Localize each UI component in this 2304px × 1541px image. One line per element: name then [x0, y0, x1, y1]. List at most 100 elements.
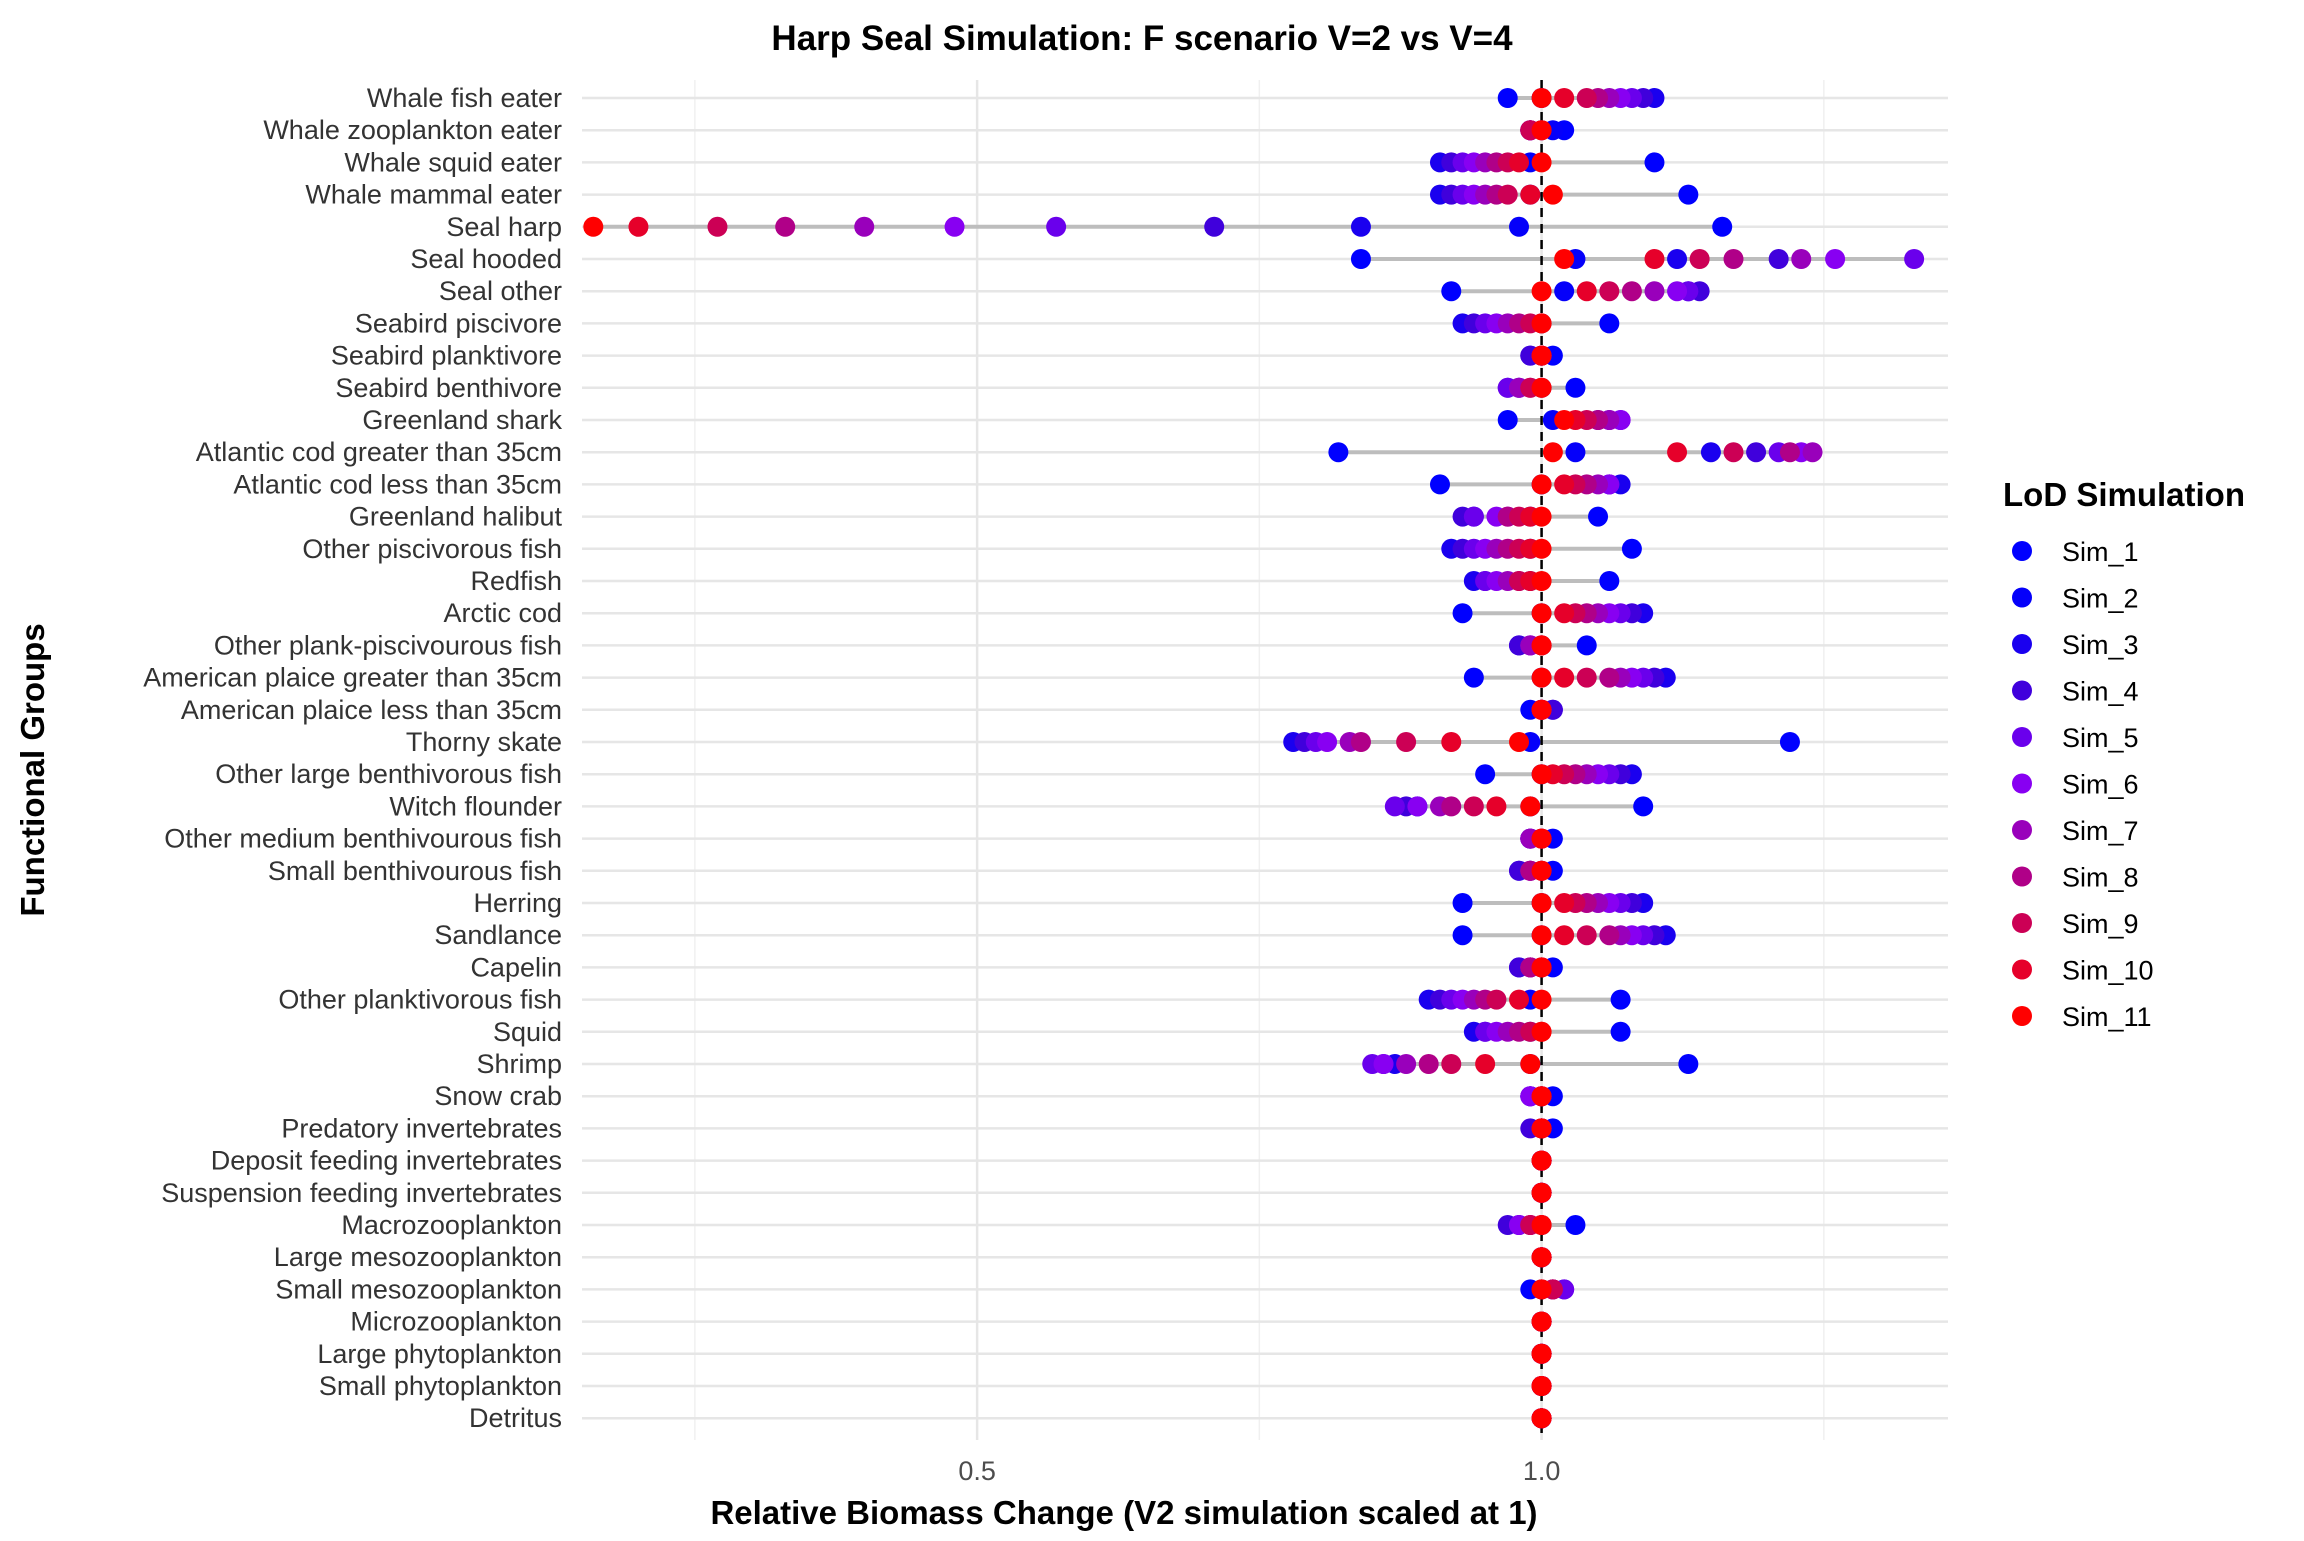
data-point	[1576, 88, 1597, 108]
data-point	[1509, 732, 1530, 752]
y-tick-label: Deposit feeding invertebrates	[211, 1146, 562, 1176]
data-point	[1531, 1086, 1552, 1107]
y-tick-label: Capelin	[470, 952, 562, 982]
legend-swatch	[2012, 680, 2032, 701]
y-tick-label: Small benthivourous fish	[268, 856, 562, 886]
y-tick-label: Suspension feeding invertebrates	[161, 1178, 562, 1208]
data-point	[1373, 1054, 1394, 1074]
data-point	[1554, 88, 1575, 108]
data-point	[1554, 249, 1575, 269]
data-point	[1452, 925, 1473, 946]
data-point	[1463, 506, 1484, 527]
legend-swatch	[2012, 959, 2032, 980]
data-point	[1554, 893, 1575, 913]
data-point	[1554, 281, 1575, 302]
y-tick-label: Seabird benthivore	[335, 373, 562, 403]
legend-swatch	[2012, 634, 2032, 654]
data-point	[1441, 732, 1462, 752]
data-point	[1576, 925, 1597, 946]
data-point	[1802, 442, 1823, 463]
data-point	[1350, 732, 1371, 752]
data-point	[583, 216, 604, 237]
data-point	[854, 216, 875, 237]
data-point	[1576, 281, 1597, 302]
data-point	[1497, 410, 1518, 430]
legend-label: Sim_6	[2062, 770, 2139, 800]
legend-swatch	[2012, 587, 2032, 608]
y-tick-label: Whale zooplankton eater	[263, 115, 562, 145]
data-point	[1576, 667, 1597, 688]
legend-swatch	[2012, 820, 2032, 840]
y-tick-label: Seal other	[439, 276, 562, 306]
data-point	[1497, 88, 1518, 108]
data-point	[1689, 249, 1710, 269]
data-point	[1531, 1247, 1552, 1268]
legend-label: Sim_2	[2062, 584, 2139, 614]
data-point	[1396, 732, 1417, 752]
data-point	[1046, 216, 1067, 237]
y-tick-label: Small phytoplankton	[319, 1371, 562, 1401]
legend-title: LoD Simulation	[2003, 476, 2245, 513]
data-point	[1531, 377, 1552, 398]
data-point	[1531, 989, 1552, 1010]
y-tick-label: Seabird piscivore	[355, 308, 562, 338]
legend-label: Sim_5	[2062, 723, 2139, 753]
data-point	[1599, 281, 1620, 302]
data-point	[1350, 216, 1371, 237]
y-tick-label: Large phytoplankton	[317, 1339, 562, 1369]
data-point	[1723, 249, 1744, 269]
data-point	[1509, 152, 1530, 173]
data-point	[1531, 860, 1552, 881]
data-point	[1531, 699, 1552, 720]
data-point	[1667, 249, 1688, 269]
data-point	[1554, 603, 1575, 624]
data-point	[1565, 377, 1586, 398]
data-point	[1531, 1021, 1552, 1042]
data-point	[1317, 732, 1338, 752]
y-tick-label: Thorny skate	[406, 727, 562, 757]
legend-label: Sim_10	[2062, 956, 2154, 986]
data-point	[1644, 152, 1665, 173]
y-tick-label: Witch flounder	[389, 791, 562, 821]
y-tick-label: Other large benthivorous fish	[215, 759, 562, 789]
data-point	[1463, 667, 1484, 688]
data-point	[707, 216, 728, 237]
data-point	[1768, 249, 1789, 269]
data-point	[1475, 764, 1496, 785]
y-tick-label: Whale mammal eater	[305, 180, 562, 210]
data-point	[1531, 828, 1552, 849]
data-point	[1441, 796, 1462, 817]
y-tick-label: Microzooplankton	[350, 1307, 562, 1337]
data-point	[1554, 410, 1575, 430]
legend-swatch	[2012, 541, 2032, 561]
data-point	[1531, 1215, 1552, 1235]
data-point	[1497, 184, 1518, 205]
y-tick-label: Large mesozooplankton	[274, 1242, 562, 1272]
data-point	[1588, 506, 1609, 527]
data-point	[1531, 152, 1552, 173]
y-tick-label: Snow crab	[434, 1081, 562, 1111]
data-point	[1791, 249, 1812, 269]
y-tick-label: Seal harp	[446, 212, 562, 242]
data-point	[1475, 1054, 1496, 1074]
data-point	[1542, 184, 1563, 205]
data-point	[1429, 474, 1450, 495]
data-point	[1531, 1376, 1552, 1396]
y-tick-label: Redfish	[470, 566, 562, 596]
data-point	[1904, 249, 1925, 269]
data-point	[1204, 216, 1225, 237]
chart-title: Harp Seal Simulation: F scenario V=2 vs …	[771, 19, 1513, 58]
data-point	[1599, 571, 1620, 591]
data-point	[1531, 281, 1552, 302]
legend-label: Sim_1	[2062, 537, 2139, 567]
legend-label: Sim_4	[2062, 677, 2139, 707]
data-point	[1825, 249, 1846, 269]
x-tick-label: 1.0	[1523, 1456, 1561, 1486]
data-point	[1565, 442, 1586, 463]
data-point	[1678, 1054, 1699, 1074]
y-tick-label: Atlantic cod greater than 35cm	[196, 437, 562, 467]
data-point	[1621, 538, 1642, 559]
data-point	[944, 216, 965, 237]
data-point	[1531, 635, 1552, 656]
